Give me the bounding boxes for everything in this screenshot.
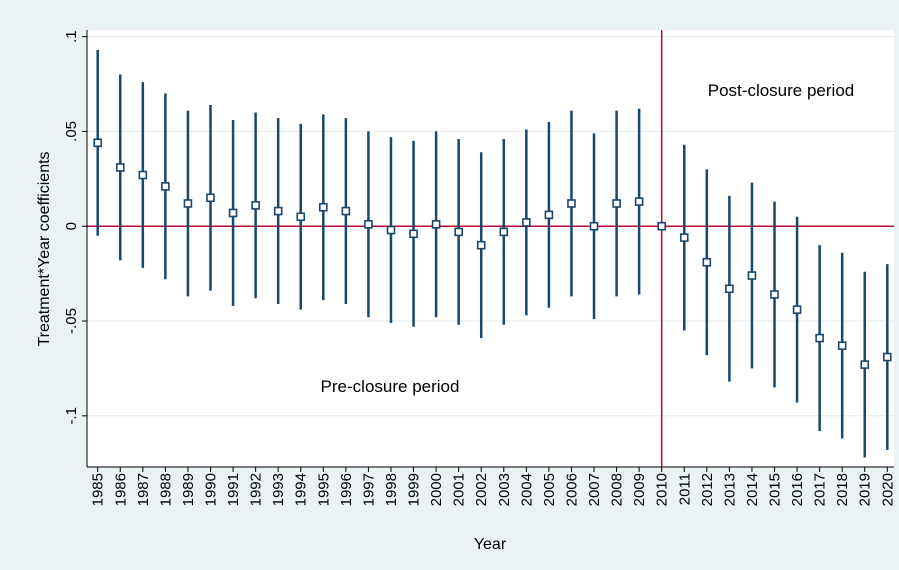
x-tick-label-2006: 2006 [563,473,580,506]
x-tick-label-2001: 2001 [451,473,468,506]
coef-point-2018 [837,341,847,350]
coef-point-2011 [679,233,689,242]
x-tick-label-1996: 1996 [338,473,355,506]
x-tick-label-1994: 1994 [293,473,310,506]
x-axis-title: Year [474,536,507,553]
x-tick-label-2019: 2019 [857,473,874,506]
coef-point-2017 [815,333,824,343]
x-tick-label-2012: 2012 [699,473,716,506]
x-tick-label-1992: 1992 [248,473,265,506]
coef-point-1989 [183,199,193,208]
coef-point-2002 [476,240,486,250]
coef-point-1996 [341,206,351,216]
coef-point-2015 [770,290,779,299]
y-tick-label-2: 0 [63,222,80,230]
x-tick-label-2004: 2004 [518,473,535,506]
x-tick-label-2007: 2007 [586,473,603,506]
x-tick-label-2017: 2017 [812,473,829,506]
coef-point-2004 [522,218,531,227]
reference-lines [87,30,894,467]
x-tick-label-1987: 1987 [135,473,152,506]
y-axis-title: Treatment*Year coefficients [36,151,53,346]
pre-closure-label: Pre-closure period [321,377,460,396]
x-tick-label-2020: 2020 [879,473,896,506]
coef-point-1991 [228,208,238,218]
y-tick-label-1: .05 [63,121,80,142]
x-tick-label-2002: 2002 [473,473,490,506]
x-tick-label-1985: 1985 [90,473,107,506]
plot-background [87,30,894,467]
x-tick-label-1989: 1989 [180,473,197,506]
x-tick-label-2014: 2014 [744,473,761,506]
x-tick-label-2015: 2015 [767,473,784,506]
x-tick-label-1995: 1995 [315,473,332,506]
coef-point-1985 [93,138,102,148]
coef-point-1998 [386,225,396,235]
x-tick-label-2000: 2000 [428,473,445,506]
coef-point-1995 [318,202,328,212]
x-tick-label-2009: 2009 [631,473,648,506]
coef-point-2003 [499,227,509,237]
y-tick-label-0: .1 [63,30,80,43]
x-tick-label-1990: 1990 [203,473,220,506]
coef-point-2006 [567,199,576,208]
post-closure-label: Post-closure period [708,81,854,100]
x-tick-label-2005: 2005 [541,473,558,506]
coef-point-1997 [364,220,373,229]
x-tick-label-1997: 1997 [360,473,377,506]
x-tick-label-1988: 1988 [157,473,174,506]
coef-point-2019 [860,360,870,369]
coef-point-2008 [612,199,621,208]
y-tick-label-4: -.1 [63,407,80,425]
coefficient-points [93,138,892,369]
coef-point-1999 [409,229,418,239]
coef-point-2005 [544,210,554,220]
coef-point-2016 [792,305,802,314]
coef-point-2001 [454,227,463,237]
coef-point-2020 [882,352,892,362]
coef-point-2009 [634,197,644,206]
x-tick-label-2008: 2008 [609,473,626,506]
coef-point-1988 [161,182,170,191]
coef-point-1987 [138,170,148,180]
coef-point-2012 [702,257,712,267]
coef-point-1992 [251,201,260,210]
coef-point-1986 [115,163,125,172]
coef-point-2014 [747,271,757,280]
x-tick-label-2010: 2010 [654,473,671,506]
coef-point-2010 [657,221,667,231]
x-tick-label-2018: 2018 [834,473,851,506]
coef-point-1994 [296,212,306,222]
x-tick-label-1999: 1999 [406,473,423,506]
coef-point-2000 [431,220,441,229]
x-tick-label-1998: 1998 [383,473,400,506]
coef-point-1993 [273,206,283,216]
x-tick-label-1993: 1993 [270,473,287,506]
x-tick-label-1991: 1991 [225,473,242,506]
coef-point-2007 [589,221,599,231]
x-tick-label-2003: 2003 [496,473,513,506]
coef-point-1990 [206,193,215,203]
coef-point-2013 [725,284,734,294]
x-tick-label-1986: 1986 [112,473,129,506]
axes: .1 .05 0 -.05 -.1 1985 1986 1987 1988 1989 1990 199… [63,30,896,506]
y-tick-label-3: -.05 [63,308,80,334]
x-tick-label-2016: 2016 [789,473,806,506]
x-tick-label-2013: 2013 [721,473,738,506]
x-tick-label-2011: 2011 [676,473,693,505]
